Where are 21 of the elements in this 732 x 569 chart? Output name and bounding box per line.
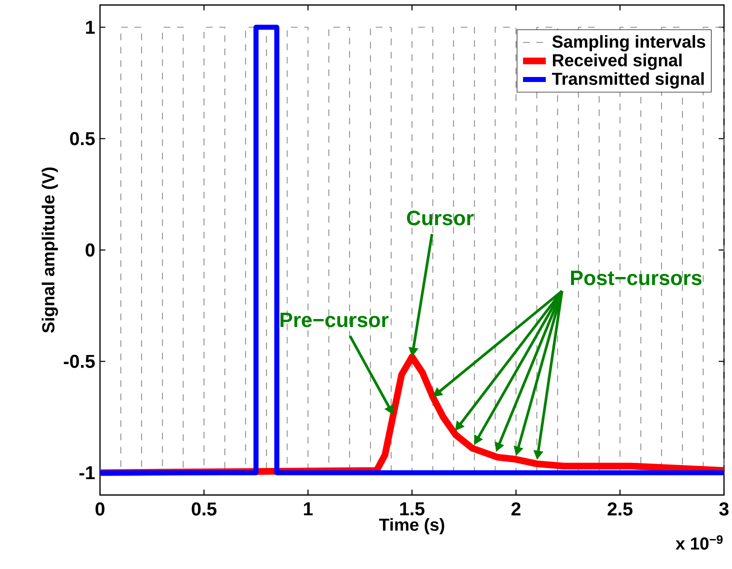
y-tick-label: 0.5 <box>70 132 95 146</box>
x-tick-label: 0.5 <box>192 502 216 516</box>
x-tick-label: 3 <box>719 502 729 516</box>
legend-label: Sampling intervals <box>552 35 706 52</box>
x-axis-title: Time (s) <box>379 518 444 534</box>
y-tick-label: -1 <box>79 466 95 480</box>
y-axis-title: Signal amplitude (V) <box>42 168 58 333</box>
y-tick-label: -0.5 <box>64 354 95 368</box>
x-tick-label: 1.5 <box>400 502 424 516</box>
legend-label: Transmitted signal <box>552 72 704 88</box>
x-tick-label: 2.5 <box>608 502 632 516</box>
y-tick-label: 1 <box>86 20 95 34</box>
x-tick-label: 1 <box>304 502 313 516</box>
x-tick-label: 2 <box>511 502 520 516</box>
legend-label: Received signal <box>552 54 682 70</box>
annotation: Post−cursors <box>571 270 702 286</box>
annotation: Cursor <box>406 210 474 226</box>
y-tick-label: 0 <box>86 243 95 257</box>
x-tick-label: 0 <box>96 502 104 516</box>
annotation: Pre−cursor <box>280 312 389 328</box>
text: x 10$^{−9}$ <box>676 535 723 550</box>
